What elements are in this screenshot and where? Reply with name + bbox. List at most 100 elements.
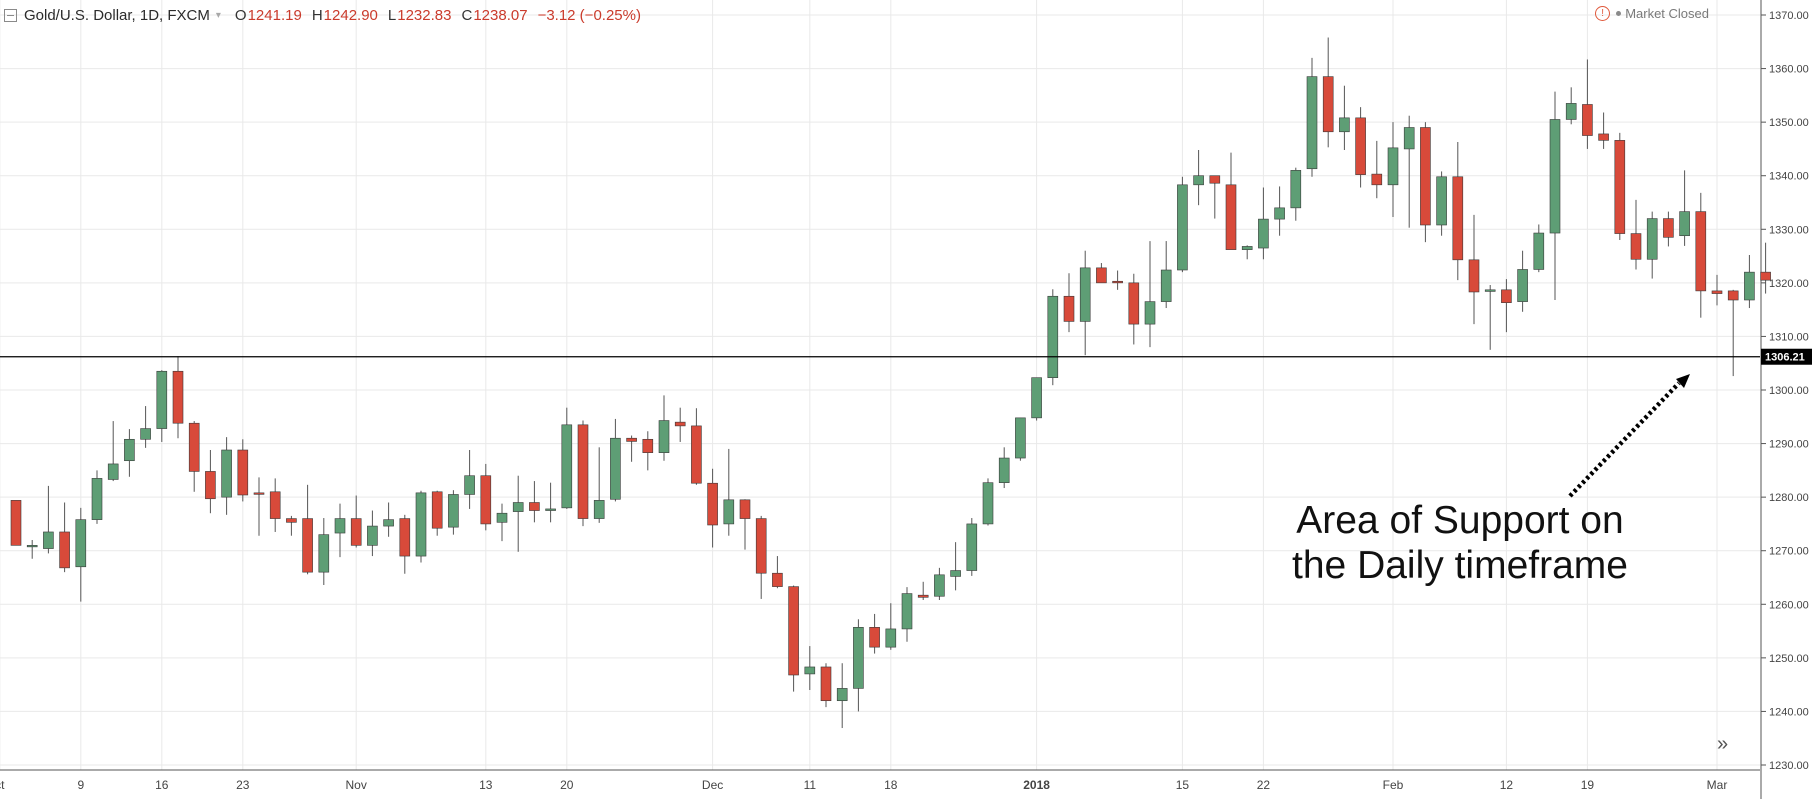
candle[interactable] (998, 447, 1010, 489)
candle[interactable] (1031, 377, 1042, 421)
candle[interactable] (966, 518, 978, 576)
candle[interactable] (1209, 175, 1221, 219)
candle[interactable] (1468, 214, 1480, 325)
candle[interactable] (26, 540, 38, 559)
candle[interactable] (286, 515, 297, 536)
candle[interactable] (1501, 279, 1512, 333)
candle[interactable] (593, 447, 605, 523)
candle[interactable] (1355, 107, 1366, 188)
candle[interactable] (124, 429, 135, 477)
candle[interactable] (269, 478, 281, 532)
candle[interactable] (901, 587, 913, 642)
candle[interactable] (1160, 241, 1172, 309)
candle[interactable] (1339, 85, 1350, 150)
candle[interactable] (1371, 140, 1383, 199)
candle[interactable] (1096, 263, 1107, 284)
candle[interactable] (1177, 176, 1188, 273)
candle[interactable] (610, 418, 621, 502)
candle[interactable] (107, 421, 119, 482)
candle[interactable] (772, 556, 783, 589)
candle[interactable] (820, 663, 832, 708)
candle[interactable] (658, 395, 670, 461)
candle[interactable] (221, 437, 232, 515)
candle[interactable] (1144, 241, 1156, 348)
candle[interactable] (140, 406, 151, 448)
candle[interactable] (1387, 122, 1399, 217)
candle[interactable] (75, 507, 87, 602)
candle[interactable] (853, 619, 864, 712)
candle[interactable] (1695, 192, 1707, 318)
candle[interactable] (448, 490, 459, 535)
candle[interactable] (350, 495, 362, 548)
candle[interactable] (1582, 59, 1593, 149)
candle[interactable] (1484, 285, 1496, 350)
candle[interactable] (43, 485, 54, 554)
candle[interactable] (383, 502, 394, 537)
candle[interactable] (496, 503, 508, 542)
candle[interactable] (691, 408, 702, 485)
candle[interactable] (367, 510, 378, 557)
candle[interactable] (1646, 211, 1658, 279)
candle[interactable] (1744, 255, 1755, 309)
candle[interactable] (399, 514, 411, 574)
alert-icon[interactable]: ! (1595, 6, 1611, 21)
candle[interactable] (836, 663, 848, 729)
candle[interactable] (1663, 211, 1674, 247)
candle[interactable] (205, 450, 216, 514)
candle[interactable] (1322, 37, 1334, 148)
candle[interactable] (1436, 171, 1447, 236)
candle[interactable] (237, 439, 249, 502)
candle[interactable] (1112, 270, 1123, 290)
candle[interactable] (1306, 57, 1318, 177)
candle[interactable] (1015, 417, 1026, 461)
candle[interactable] (431, 490, 443, 536)
candlestick-series[interactable] (10, 37, 1771, 729)
candle[interactable] (1533, 224, 1545, 273)
candle[interactable] (1047, 289, 1059, 386)
candle[interactable] (156, 370, 168, 442)
candle[interactable] (1452, 141, 1464, 281)
candle[interactable] (577, 420, 589, 527)
candle[interactable] (917, 581, 929, 600)
candle[interactable] (334, 503, 346, 558)
candle[interactable] (480, 463, 492, 531)
scroll-to-realtime-button[interactable]: » (1717, 733, 1729, 755)
candle[interactable] (415, 490, 427, 563)
candle[interactable] (934, 567, 945, 600)
candle[interactable] (1549, 91, 1561, 300)
candle[interactable] (1614, 132, 1626, 240)
candle[interactable] (188, 421, 200, 492)
candle[interactable] (626, 435, 637, 462)
candle[interactable] (1598, 112, 1609, 149)
price-axis[interactable]: 1230.00 1240.00 1250.00 1260.00 1270.00 1280.… (1760, 0, 1809, 799)
candle[interactable] (1079, 250, 1091, 356)
candle[interactable] (950, 542, 961, 591)
candle[interactable] (302, 484, 313, 575)
candle[interactable] (59, 502, 70, 573)
candle[interactable] (1630, 199, 1642, 270)
collapse-legend-icon[interactable] (4, 8, 17, 22)
candle[interactable] (1420, 122, 1431, 243)
candle[interactable] (561, 407, 573, 509)
candle[interactable] (1517, 250, 1528, 312)
candle[interactable] (1258, 187, 1269, 260)
candle[interactable] (1274, 186, 1285, 236)
candle[interactable] (739, 499, 751, 550)
candle[interactable] (1565, 87, 1577, 125)
candle[interactable] (869, 613, 880, 654)
candle[interactable] (707, 468, 718, 548)
candle[interactable] (1760, 242, 1771, 294)
candle[interactable] (1727, 289, 1739, 377)
candle[interactable] (172, 356, 184, 439)
candle[interactable] (982, 478, 994, 526)
candle[interactable] (529, 481, 540, 523)
candle[interactable] (1679, 170, 1690, 246)
candle[interactable] (10, 500, 22, 546)
candle[interactable] (755, 515, 767, 599)
candle[interactable] (1128, 273, 1140, 345)
symbol-title[interactable]: Gold/U.S. Dollar, 1D, FXCM (24, 6, 210, 24)
candle[interactable] (318, 518, 330, 585)
candle[interactable] (1241, 245, 1253, 260)
candle[interactable] (253, 477, 265, 536)
